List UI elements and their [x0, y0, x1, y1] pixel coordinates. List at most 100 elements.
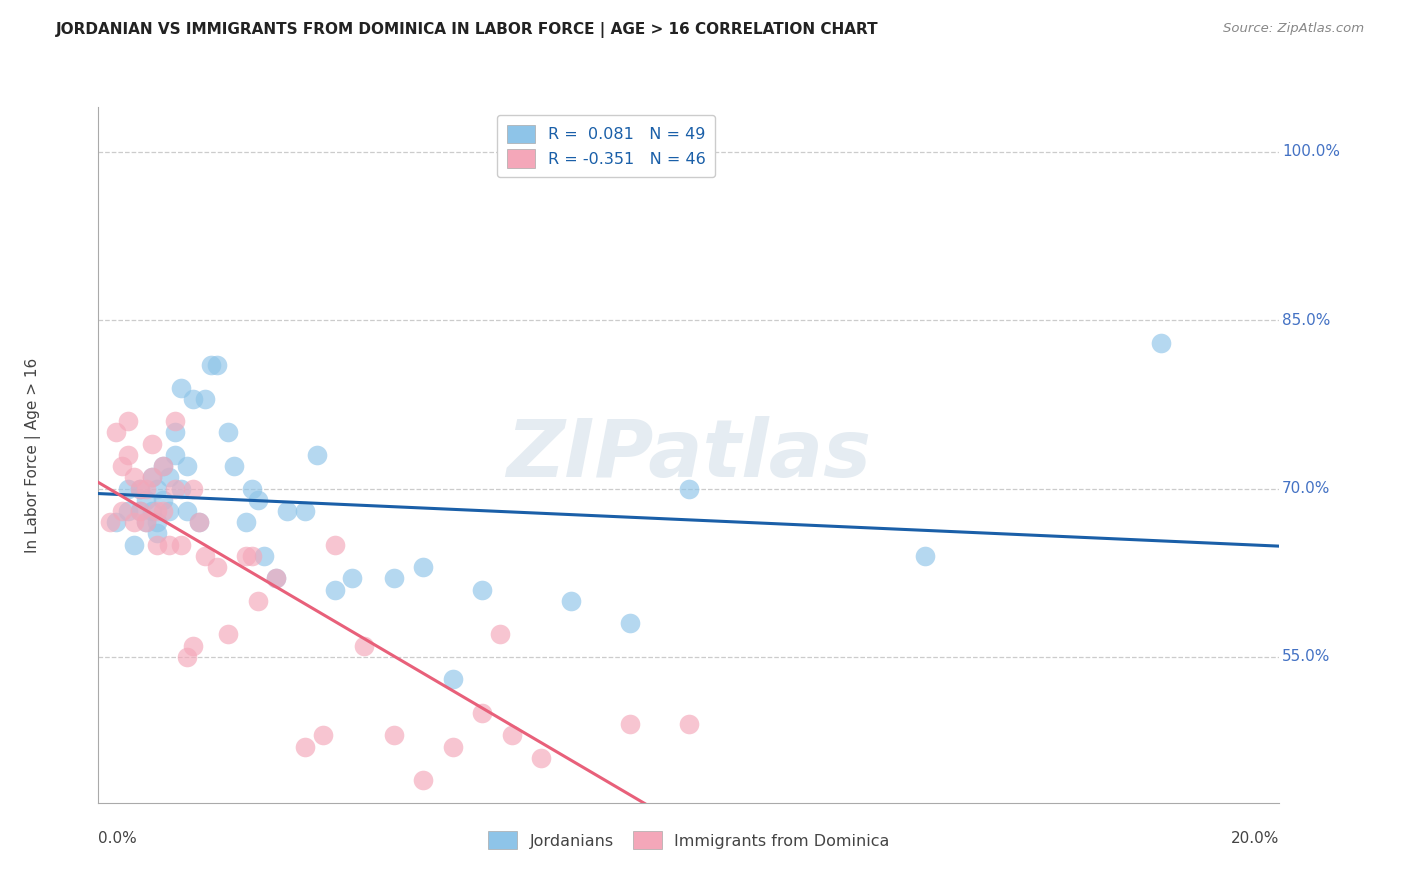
Point	[128, 482, 150, 496]
Point	[146, 504, 169, 518]
Text: 20.0%: 20.0%	[1232, 830, 1279, 846]
Point	[122, 470, 145, 484]
Point	[176, 504, 198, 518]
Point	[412, 560, 434, 574]
Point	[117, 482, 139, 496]
Point	[353, 639, 375, 653]
Point	[342, 571, 364, 585]
Point	[128, 482, 150, 496]
Point	[246, 594, 269, 608]
Point	[141, 436, 163, 450]
Point	[170, 538, 193, 552]
Text: 85.0%: 85.0%	[1282, 313, 1330, 327]
Point	[441, 739, 464, 754]
Point	[157, 504, 180, 518]
Text: JORDANIAN VS IMMIGRANTS FROM DOMINICA IN LABOR FORCE | AGE > 16 CORRELATION CHAR: JORDANIAN VS IMMIGRANTS FROM DOMINICA IN…	[56, 22, 879, 38]
Point	[165, 414, 187, 428]
Point	[323, 538, 346, 552]
Point	[152, 492, 174, 507]
Point	[217, 425, 239, 440]
Point	[146, 482, 169, 496]
Point	[176, 459, 198, 474]
Point	[200, 358, 222, 372]
Point	[305, 448, 328, 462]
Point	[117, 448, 139, 462]
Point	[276, 504, 298, 518]
Point	[141, 470, 163, 484]
Point	[157, 538, 180, 552]
Point	[246, 492, 269, 507]
Point	[111, 504, 134, 518]
Point	[146, 526, 169, 541]
Text: Source: ZipAtlas.com: Source: ZipAtlas.com	[1223, 22, 1364, 36]
Text: 55.0%: 55.0%	[1282, 649, 1330, 665]
Point	[181, 639, 204, 653]
Point	[264, 571, 287, 585]
Point	[240, 549, 263, 563]
Point	[176, 649, 198, 664]
Point	[914, 549, 936, 563]
Point	[128, 504, 150, 518]
Point	[135, 482, 157, 496]
Point	[128, 504, 150, 518]
Point	[146, 538, 169, 552]
Point	[619, 717, 641, 731]
Point	[471, 582, 494, 597]
Point	[560, 594, 582, 608]
Point	[194, 549, 217, 563]
Text: ZIPatlas: ZIPatlas	[506, 416, 872, 494]
Text: In Labor Force | Age > 16: In Labor Force | Age > 16	[25, 358, 41, 552]
Point	[678, 482, 700, 496]
Point	[181, 482, 204, 496]
Point	[530, 751, 553, 765]
Point	[117, 504, 139, 518]
Text: 70.0%: 70.0%	[1282, 481, 1330, 496]
Point	[152, 504, 174, 518]
Point	[441, 673, 464, 687]
Point	[187, 515, 209, 529]
Point	[141, 470, 163, 484]
Point	[117, 414, 139, 428]
Point	[194, 392, 217, 406]
Point	[135, 515, 157, 529]
Point	[105, 425, 128, 440]
Point	[152, 459, 174, 474]
Point	[165, 448, 187, 462]
Point	[205, 560, 228, 574]
Text: 0.0%: 0.0%	[98, 830, 138, 846]
Point	[170, 381, 193, 395]
Point	[111, 459, 134, 474]
Point	[157, 470, 180, 484]
Point	[224, 459, 246, 474]
Point	[135, 515, 157, 529]
Point	[382, 571, 405, 585]
Point	[165, 425, 187, 440]
Point	[294, 504, 316, 518]
Point	[122, 515, 145, 529]
Point	[98, 515, 121, 529]
Point	[294, 739, 316, 754]
Point	[312, 729, 335, 743]
Point	[253, 549, 276, 563]
Point	[217, 627, 239, 641]
Point	[122, 538, 145, 552]
Point	[471, 706, 494, 720]
Point	[489, 627, 512, 641]
Point	[235, 515, 257, 529]
Point	[146, 515, 169, 529]
Point	[181, 392, 204, 406]
Point	[205, 358, 228, 372]
Point	[1150, 335, 1173, 350]
Point	[105, 515, 128, 529]
Point	[235, 549, 257, 563]
Point	[501, 729, 523, 743]
Point	[323, 582, 346, 597]
Point	[165, 482, 187, 496]
Point	[619, 616, 641, 631]
Point	[152, 459, 174, 474]
Point	[141, 504, 163, 518]
Legend: Jordanians, Immigrants from Dominica: Jordanians, Immigrants from Dominica	[479, 823, 898, 857]
Point	[382, 729, 405, 743]
Point	[412, 773, 434, 788]
Point	[187, 515, 209, 529]
